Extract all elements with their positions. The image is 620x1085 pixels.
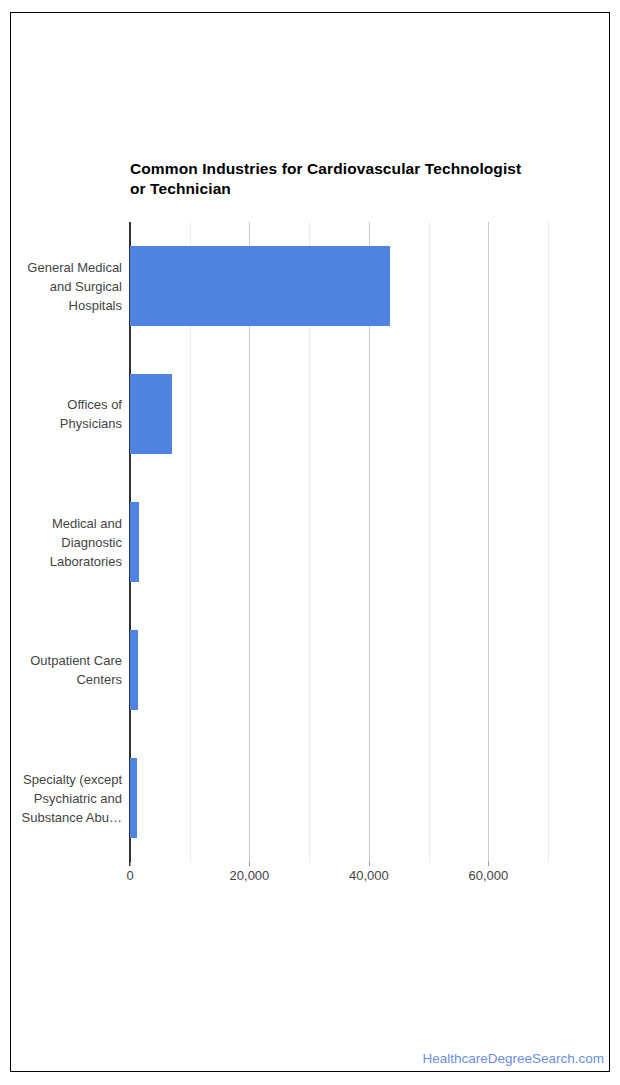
category-label: Offices ofPhysicians xyxy=(4,395,122,433)
category-label: Specialty (exceptPsychiatric andSubstanc… xyxy=(4,770,122,827)
category-label: General Medicaland SurgicalHospitals xyxy=(4,258,122,315)
category-label-line: Outpatient Care xyxy=(4,651,122,670)
watermark-link[interactable]: HealthcareDegreeSearch.com xyxy=(422,1051,604,1066)
x-tick-mark xyxy=(488,862,489,866)
chart-title: Common Industries for Cardiovascular Tec… xyxy=(130,159,590,199)
x-tick-label: 40,000 xyxy=(329,868,409,883)
category-label-line: General Medical xyxy=(4,258,122,277)
x-tick-label: 0 xyxy=(90,868,170,883)
chart-title-line-1: Common Industries for Cardiovascular Tec… xyxy=(130,159,590,179)
category-label-line: Hospitals xyxy=(4,296,122,315)
category-label-line: Centers xyxy=(4,670,122,689)
category-label-line: Substance Abu… xyxy=(4,808,122,827)
bar-4[interactable] xyxy=(130,630,138,710)
category-label: Medical andDiagnosticLaboratories xyxy=(4,514,122,571)
category-label-line: Specialty (except xyxy=(4,770,122,789)
x-tick-mark xyxy=(249,862,250,866)
bar-2[interactable] xyxy=(130,374,172,454)
bar-1[interactable] xyxy=(130,246,390,326)
category-label-line: Offices of xyxy=(4,395,122,414)
x-tick-mark xyxy=(369,862,370,866)
bar-3[interactable] xyxy=(130,502,139,582)
x-tick-label: 20,000 xyxy=(209,868,289,883)
category-label-line: and Surgical xyxy=(4,277,122,296)
chart-title-line-2: or Technician xyxy=(130,179,590,199)
x-tick-mark xyxy=(130,862,131,866)
category-label-line: Medical and xyxy=(4,514,122,533)
category-label-line: Diagnostic xyxy=(4,533,122,552)
minor-gridline xyxy=(429,222,430,862)
category-label-line: Physicians xyxy=(4,414,122,433)
category-label-line: Psychiatric and xyxy=(4,789,122,808)
category-label-line: Laboratories xyxy=(4,552,122,571)
minor-gridline xyxy=(548,222,549,862)
bar-5[interactable] xyxy=(130,758,137,838)
bar-chart: Common Industries for Cardiovascular Tec… xyxy=(0,0,620,1085)
major-gridline xyxy=(488,222,489,862)
plot-area xyxy=(130,222,578,862)
x-tick-label: 60,000 xyxy=(448,868,528,883)
category-label: Outpatient CareCenters xyxy=(4,651,122,689)
